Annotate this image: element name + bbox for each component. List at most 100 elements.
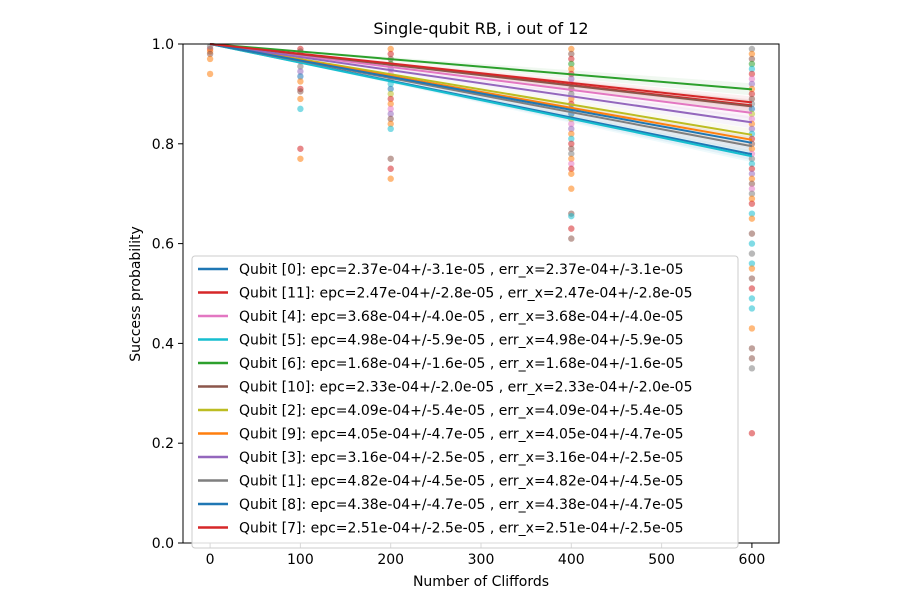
data-point [387,155,394,162]
data-point [297,63,304,70]
chart-title: Single-qubit RB, i out of 12 [373,19,588,38]
x-tick-label: 400 [558,552,585,568]
data-point [748,95,756,103]
data-point [748,180,756,187]
data-point [748,155,756,162]
data-point [387,85,394,93]
data-point [748,80,756,88]
y-tick-label: 0.6 [152,237,174,253]
x-tick-label: 500 [648,552,675,568]
data-point [748,345,756,352]
data-point [387,120,394,128]
data-point [568,145,575,152]
data-point [748,165,756,172]
data-point [748,170,756,177]
data-point [748,305,756,312]
legend-entry: Qubit [5]: epc=4.98e-04+/-5.9e-05 , err_… [239,333,684,349]
data-point [748,215,756,222]
legend-entry: Qubit [4]: epc=3.68e-04+/-4.0e-05 , err_… [239,309,684,325]
plot-area: 0 100 200 300 400 500 600 0.0 0.2 0.4 0.6 0.8 1.0 Qub… [152,37,780,568]
data-point [206,55,214,63]
data-point [748,260,756,267]
legend-entry: Qubit [7]: epc=2.51e-04+/-2.5e-05 , err_… [239,521,684,537]
data-point [568,125,575,133]
data-point [748,90,756,98]
data-point [206,70,214,78]
data-point [568,235,575,242]
data-point [387,125,394,133]
y-axis-label: Success probability [128,226,144,362]
y-tick-label: 0.4 [152,336,174,352]
data-point [568,50,575,58]
data-point [748,160,756,167]
legend-entry: Qubit [11]: epc=2.47e-04+/-2.8e-05 , err… [239,286,692,302]
data-point [748,430,756,437]
data-point [748,175,756,182]
data-point [748,230,756,237]
x-tick-label: 300 [468,552,495,568]
data-point [568,55,575,63]
data-point [387,115,394,123]
data-point [568,212,575,220]
legend-entry: Qubit [9]: epc=4.05e-04+/-4.7e-05 , err_… [239,427,684,443]
x-tick-label: 0 [206,552,215,568]
y-tick-label: 1.0 [152,37,174,53]
fit-line-11 [209,43,753,104]
legend-entry: Qubit [8]: epc=4.38e-04+/-4.7e-05 , err_… [239,497,684,513]
data-point [748,105,756,113]
data-point [387,45,394,53]
data-point [748,275,756,282]
data-point [568,60,575,68]
data-point [387,90,394,98]
legend-entry: Qubit [3]: epc=3.16e-04+/-2.5e-05 , err_… [239,450,684,466]
y-tick-label: 0.8 [152,137,174,153]
fit-line-4 [210,43,752,91]
data-point [297,78,304,85]
data-point [568,170,575,177]
data-point [748,45,756,53]
data-point [748,125,756,133]
data-point [748,285,756,292]
fit-line-3 [209,43,753,158]
data-point [568,185,575,192]
data-point [748,355,756,362]
x-tick-label: 600 [739,552,766,568]
legend-entry: Qubit [2]: epc=4.09e-04+/-5.4e-05 , err_… [239,403,684,419]
data-point [748,55,756,63]
data-point [568,140,575,147]
data-point [568,165,575,172]
fit-line-2 [209,43,753,114]
data-point [568,45,575,53]
data-point [206,50,214,58]
data-point [748,240,756,247]
data-point [748,50,756,58]
data-point [748,65,756,73]
data-point [297,145,304,152]
data-point [297,105,304,113]
data-point [297,95,304,103]
legend-entry: Qubit [6]: epc=1.68e-04+/-1.6e-05 , err_… [239,356,684,372]
data-point [387,105,394,113]
data-point [748,185,756,192]
fit-line-8 [209,43,753,124]
data-point [387,50,394,58]
data-point [748,145,756,152]
data-point [748,295,756,302]
x-tick-label: 200 [377,552,404,568]
data-point [568,155,575,162]
legend-entry: Qubit [1]: epc=4.82e-04+/-4.5e-05 , err_… [239,474,684,490]
fit-line-10 [209,43,753,144]
fit-band-3 [210,44,752,163]
data-point [748,60,756,68]
data-point [568,225,575,232]
data-point [297,68,304,75]
x-tick-label: 100 [287,552,314,568]
data-point [748,365,756,372]
data-point [387,175,394,182]
data-point [568,160,575,167]
data-point [748,265,756,272]
data-point [748,190,756,197]
data-point [748,200,756,207]
